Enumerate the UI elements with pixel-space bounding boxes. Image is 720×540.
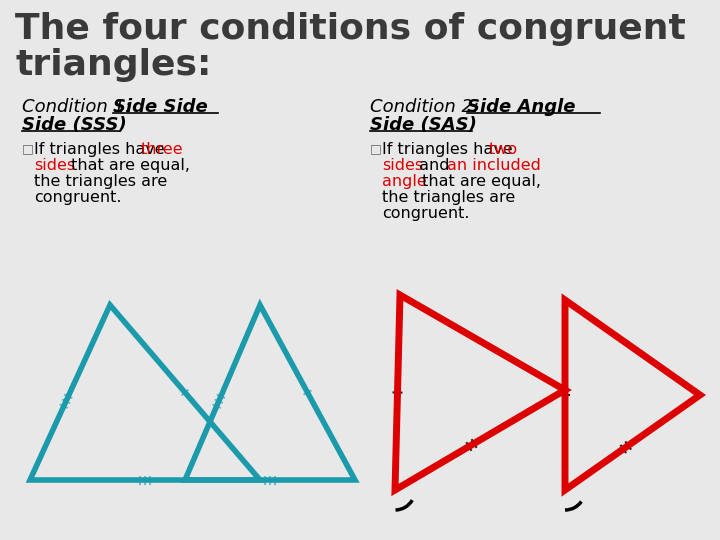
Text: □: □ [22, 142, 34, 155]
Text: Condition 1:: Condition 1: [22, 98, 131, 116]
Text: sides: sides [382, 158, 423, 173]
Text: If triangles have: If triangles have [382, 142, 518, 157]
Text: three: three [141, 142, 184, 157]
Text: Side (SAS): Side (SAS) [370, 116, 477, 134]
Text: two: two [489, 142, 518, 157]
Text: Condition 2:: Condition 2: [370, 98, 479, 116]
Text: the triangles are: the triangles are [34, 174, 167, 189]
Text: angle: angle [382, 174, 427, 189]
Text: Side Side: Side Side [113, 98, 208, 116]
Text: the triangles are: the triangles are [382, 190, 516, 205]
Text: congruent.: congruent. [34, 190, 122, 205]
Text: and: and [414, 158, 454, 173]
Text: that are equal,: that are equal, [417, 174, 541, 189]
Text: The four conditions of congruent: The four conditions of congruent [15, 12, 686, 46]
Text: If triangles have: If triangles have [34, 142, 170, 157]
Text: triangles:: triangles: [15, 48, 212, 82]
Text: congruent.: congruent. [382, 206, 469, 221]
Text: sides: sides [34, 158, 75, 173]
Text: □: □ [370, 142, 382, 155]
Text: Side (SSS): Side (SSS) [22, 116, 127, 134]
Text: that are equal,: that are equal, [66, 158, 190, 173]
Text: an included: an included [447, 158, 541, 173]
Text: Side Angle: Side Angle [467, 98, 575, 116]
